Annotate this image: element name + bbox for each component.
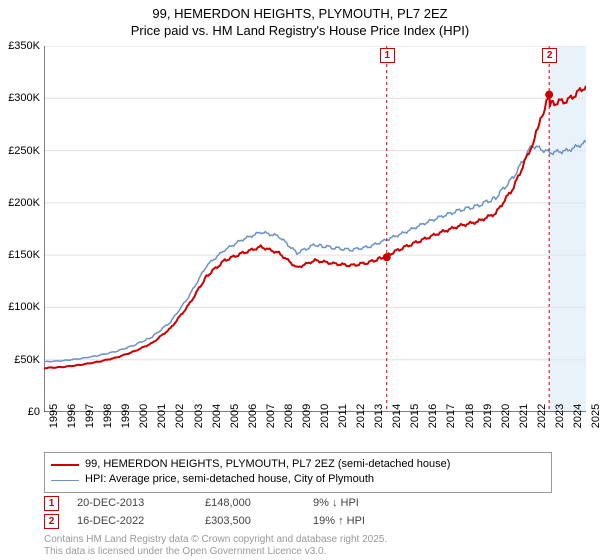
- x-tick-label: 1997: [84, 404, 96, 428]
- y-tick-label: £0: [28, 406, 40, 418]
- x-tick-label: 2018: [464, 404, 476, 428]
- x-tick-label: 2013: [373, 404, 385, 428]
- x-tick-label: 2019: [482, 404, 494, 428]
- x-tick-label: 2025: [590, 404, 600, 428]
- title-line1: 99, HEMERDON HEIGHTS, PLYMOUTH, PL7 2EZ: [0, 6, 600, 23]
- legend-swatch: [51, 480, 79, 481]
- event-marker-box: 2: [44, 514, 59, 529]
- x-tick-label: 2017: [445, 404, 457, 428]
- x-tick-label: 2002: [174, 404, 186, 428]
- x-tick-label: 2006: [247, 404, 259, 428]
- x-tick-label: 2020: [500, 404, 512, 428]
- event-date: 16-DEC-2022: [77, 515, 187, 527]
- event-diff: 19% ↑ HPI: [313, 515, 403, 527]
- attribution: Contains HM Land Registry data © Crown c…: [44, 534, 387, 558]
- x-tick-label: 1999: [120, 404, 132, 428]
- event-price: £303,500: [205, 515, 295, 527]
- x-tick-label: 2024: [572, 404, 584, 428]
- x-tick-label: 2015: [409, 404, 421, 428]
- legend-item: HPI: Average price, semi-detached house,…: [51, 472, 545, 487]
- y-axis-labels: £0£50K£100K£150K£200K£250K£300K£350K: [0, 46, 42, 412]
- x-tick-label: 1995: [48, 404, 60, 428]
- event-date: 20-DEC-2013: [77, 497, 187, 509]
- x-tick-label: 2021: [518, 404, 530, 428]
- chart-title: 99, HEMERDON HEIGHTS, PLYMOUTH, PL7 2EZ …: [0, 0, 600, 40]
- x-axis-labels: 1995199619971998199920002001200220032004…: [44, 414, 586, 450]
- attribution-line1: Contains HM Land Registry data © Crown c…: [44, 534, 387, 546]
- legend: 99, HEMERDON HEIGHTS, PLYMOUTH, PL7 2EZ …: [44, 452, 552, 493]
- attribution-line2: This data is licensed under the Open Gov…: [44, 546, 387, 558]
- y-tick-label: £350K: [8, 40, 40, 52]
- x-tick-label: 2012: [355, 404, 367, 428]
- x-tick-label: 2023: [554, 404, 566, 428]
- y-tick-label: £200K: [8, 197, 40, 209]
- legend-item: 99, HEMERDON HEIGHTS, PLYMOUTH, PL7 2EZ …: [51, 457, 545, 472]
- legend-swatch: [51, 464, 79, 466]
- y-tick-label: £300K: [8, 92, 40, 104]
- events-table: 1 20-DEC-2013 £148,000 9% ↓ HPI 2 16-DEC-2022…: [44, 494, 552, 530]
- y-tick-label: £100K: [8, 301, 40, 313]
- x-tick-label: 2010: [319, 404, 331, 428]
- event-marker-2: 2: [542, 48, 557, 63]
- x-tick-label: 2003: [193, 404, 205, 428]
- y-tick-label: £150K: [8, 249, 40, 261]
- event-marker-box: 1: [44, 496, 59, 511]
- x-tick-label: 1996: [66, 404, 78, 428]
- x-tick-label: 2007: [265, 404, 277, 428]
- event-row: 2 16-DEC-2022 £303,500 19% ↑ HPI: [44, 512, 552, 530]
- x-tick-label: 2022: [536, 404, 548, 428]
- x-tick-label: 2011: [337, 404, 349, 428]
- event-price: £148,000: [205, 497, 295, 509]
- x-tick-label: 2016: [427, 404, 439, 428]
- x-tick-label: 2005: [229, 404, 241, 428]
- x-tick-label: 2001: [156, 404, 168, 428]
- event-diff: 9% ↓ HPI: [313, 497, 403, 509]
- event-marker-1: 1: [380, 48, 395, 63]
- title-line2: Price paid vs. HM Land Registry's House …: [0, 23, 600, 40]
- legend-label: 99, HEMERDON HEIGHTS, PLYMOUTH, PL7 2EZ …: [85, 457, 450, 472]
- legend-label: HPI: Average price, semi-detached house,…: [85, 472, 374, 487]
- x-tick-label: 2000: [138, 404, 150, 428]
- event-row: 1 20-DEC-2013 £148,000 9% ↓ HPI: [44, 494, 552, 512]
- x-tick-label: 2008: [283, 404, 295, 428]
- y-tick-label: £250K: [8, 145, 40, 157]
- x-tick-label: 2004: [211, 404, 223, 428]
- line-chart-svg: [44, 46, 586, 412]
- x-tick-label: 2014: [391, 404, 403, 428]
- chart-plot-area: 12: [44, 46, 586, 412]
- x-tick-label: 2009: [301, 404, 313, 428]
- x-tick-label: 1998: [102, 404, 114, 428]
- y-tick-label: £50K: [14, 354, 40, 366]
